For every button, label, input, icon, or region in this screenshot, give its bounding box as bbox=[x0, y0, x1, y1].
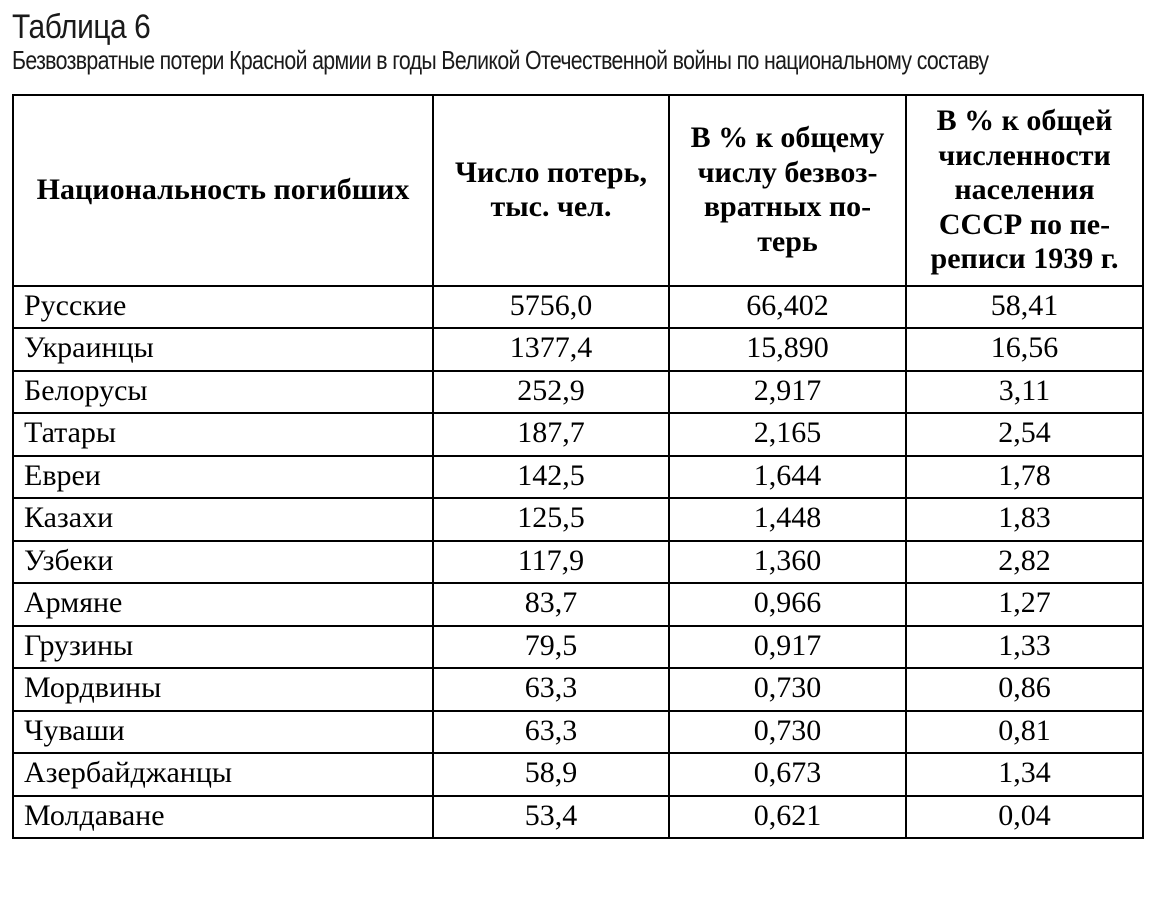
cell-pct-pop: 58,41 bbox=[906, 286, 1143, 329]
cell-pct-pop: 1,78 bbox=[906, 456, 1143, 499]
col-header-losses: Число потерь, тыс. чел. bbox=[433, 95, 669, 286]
col-header-pct-pop: В % к общей численности населения СССР п… bbox=[906, 95, 1143, 286]
cell-losses: 63,3 bbox=[433, 711, 669, 754]
table-row: Белорусы 252,9 2,917 3,11 bbox=[13, 371, 1143, 414]
cell-nationality: Узбеки bbox=[13, 541, 433, 584]
cell-losses: 142,5 bbox=[433, 456, 669, 499]
cell-pct-losses: 1,360 bbox=[669, 541, 906, 584]
cell-pct-pop: 1,27 bbox=[906, 583, 1143, 626]
table-row: Грузины 79,5 0,917 1,33 bbox=[13, 626, 1143, 669]
cell-pct-losses: 0,966 bbox=[669, 583, 906, 626]
cell-pct-pop: 2,54 bbox=[906, 413, 1143, 456]
cell-losses: 1377,4 bbox=[433, 328, 669, 371]
table-row: Казахи 125,5 1,448 1,83 bbox=[13, 498, 1143, 541]
heading-block: Таблица 6 Безвозвратные потери Красной а… bbox=[12, 8, 1158, 76]
cell-pct-losses: 0,621 bbox=[669, 796, 906, 839]
cell-pct-losses: 66,402 bbox=[669, 286, 906, 329]
cell-pct-losses: 1,448 bbox=[669, 498, 906, 541]
table-row: Украинцы 1377,4 15,890 16,56 bbox=[13, 328, 1143, 371]
cell-pct-losses: 15,890 bbox=[669, 328, 906, 371]
cell-nationality: Молдаване bbox=[13, 796, 433, 839]
cell-pct-pop: 0,81 bbox=[906, 711, 1143, 754]
cell-nationality: Татары bbox=[13, 413, 433, 456]
cell-losses: 252,9 bbox=[433, 371, 669, 414]
cell-losses: 79,5 bbox=[433, 626, 669, 669]
cell-nationality: Чуваши bbox=[13, 711, 433, 754]
cell-pct-pop: 2,82 bbox=[906, 541, 1143, 584]
table-row: Чуваши 63,3 0,730 0,81 bbox=[13, 711, 1143, 754]
col-header-nationality: Национальность погибших bbox=[13, 95, 433, 286]
cell-losses: 125,5 bbox=[433, 498, 669, 541]
table-row: Русские 5756,0 66,402 58,41 bbox=[13, 286, 1143, 329]
cell-pct-losses: 0,673 bbox=[669, 753, 906, 796]
cell-losses: 58,9 bbox=[433, 753, 669, 796]
cell-pct-losses: 0,730 bbox=[669, 711, 906, 754]
cell-losses: 83,7 bbox=[433, 583, 669, 626]
table-header-row: Национальность погибших Число потерь, ты… bbox=[13, 95, 1143, 286]
cell-losses: 53,4 bbox=[433, 796, 669, 839]
cell-nationality: Азербайджанцы bbox=[13, 753, 433, 796]
cell-pct-losses: 0,730 bbox=[669, 668, 906, 711]
cell-pct-losses: 1,644 bbox=[669, 456, 906, 499]
cell-losses: 5756,0 bbox=[433, 286, 669, 329]
cell-nationality: Армяне bbox=[13, 583, 433, 626]
table-row: Азербайджанцы 58,9 0,673 1,34 bbox=[13, 753, 1143, 796]
cell-nationality: Русские bbox=[13, 286, 433, 329]
cell-pct-pop: 0,86 bbox=[906, 668, 1143, 711]
cell-pct-pop: 16,56 bbox=[906, 328, 1143, 371]
table-row: Мордвины 63,3 0,730 0,86 bbox=[13, 668, 1143, 711]
cell-nationality: Украинцы bbox=[13, 328, 433, 371]
losses-table: Национальность погибших Число потерь, ты… bbox=[12, 94, 1144, 839]
table-row: Евреи 142,5 1,644 1,78 bbox=[13, 456, 1143, 499]
table-row: Молдаване 53,4 0,621 0,04 bbox=[13, 796, 1143, 839]
col-header-pct-losses: В % к общему числу безвоз-вратных по-тер… bbox=[669, 95, 906, 286]
cell-nationality: Грузины bbox=[13, 626, 433, 669]
cell-nationality: Казахи bbox=[13, 498, 433, 541]
cell-pct-pop: 1,83 bbox=[906, 498, 1143, 541]
table-row: Узбеки 117,9 1,360 2,82 bbox=[13, 541, 1143, 584]
cell-nationality: Мордвины bbox=[13, 668, 433, 711]
cell-pct-pop: 1,34 bbox=[906, 753, 1143, 796]
cell-pct-losses: 2,165 bbox=[669, 413, 906, 456]
cell-nationality: Евреи bbox=[13, 456, 433, 499]
cell-pct-pop: 1,33 bbox=[906, 626, 1143, 669]
cell-pct-losses: 2,917 bbox=[669, 371, 906, 414]
cell-nationality: Белорусы bbox=[13, 371, 433, 414]
table-row: Татары 187,7 2,165 2,54 bbox=[13, 413, 1143, 456]
cell-pct-pop: 3,11 bbox=[906, 371, 1143, 414]
table-number: Таблица 6 bbox=[12, 8, 1020, 47]
table-subtitle: Безвозвратные потери Красной армии в год… bbox=[12, 45, 952, 76]
table-row: Армяне 83,7 0,966 1,27 bbox=[13, 583, 1143, 626]
cell-pct-losses: 0,917 bbox=[669, 626, 906, 669]
cell-losses: 63,3 bbox=[433, 668, 669, 711]
cell-losses: 187,7 bbox=[433, 413, 669, 456]
table-body: Русские 5756,0 66,402 58,41 Украинцы 137… bbox=[13, 286, 1143, 839]
cell-losses: 117,9 bbox=[433, 541, 669, 584]
table-header: Национальность погибших Число потерь, ты… bbox=[13, 95, 1143, 286]
cell-pct-pop: 0,04 bbox=[906, 796, 1143, 839]
